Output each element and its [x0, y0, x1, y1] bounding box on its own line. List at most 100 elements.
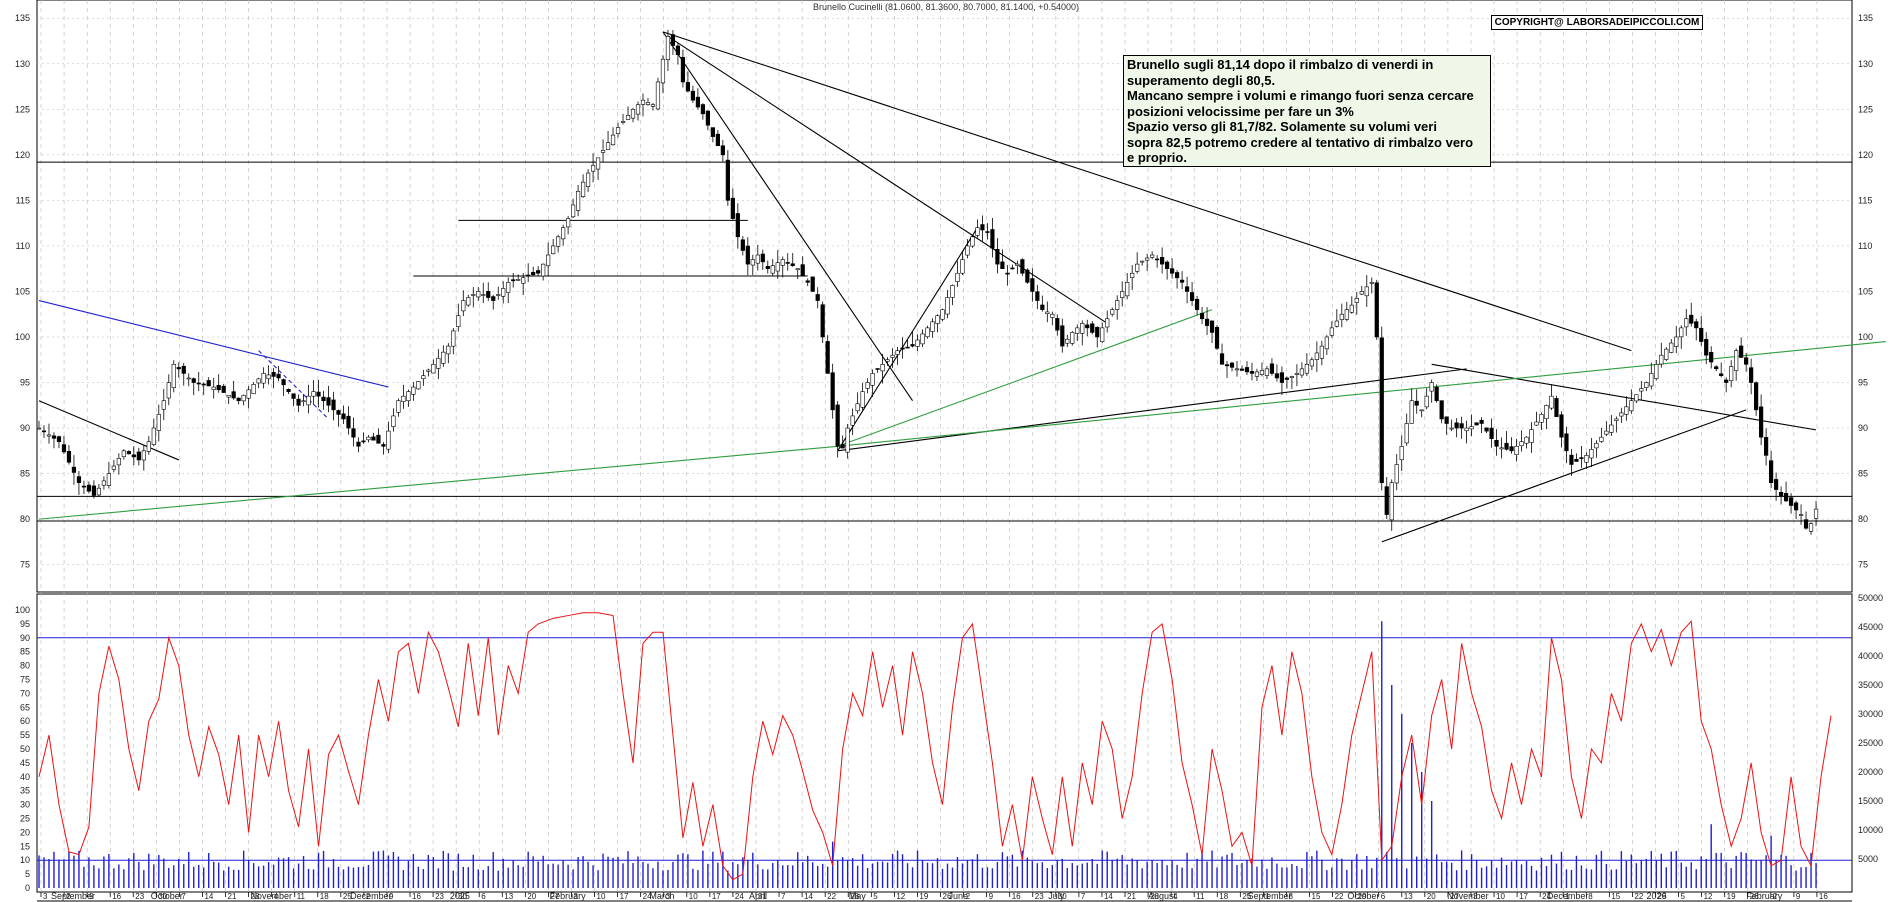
month-label: October	[1347, 891, 1379, 901]
candle-up	[1649, 373, 1654, 387]
candle-up	[1469, 426, 1474, 430]
candle-up	[1669, 342, 1674, 353]
commentary-line: Spazio verso gli 81,7/82. Solamente su v…	[1127, 119, 1437, 134]
candle-down	[1175, 272, 1180, 279]
candle-down	[381, 444, 386, 447]
candle-down	[1759, 406, 1764, 438]
candle-up	[1404, 423, 1409, 444]
price-tick-label: 100	[15, 332, 30, 342]
month-label: December	[1547, 891, 1589, 901]
candle-down	[1704, 339, 1709, 356]
day-tick-label: 22	[1634, 892, 1643, 901]
candle-down	[720, 145, 725, 156]
candle-down	[1090, 323, 1095, 333]
day-tick-label: 28	[1150, 892, 1159, 901]
candle-down	[276, 373, 281, 379]
candle-down	[181, 365, 186, 374]
day-tick-label: 2	[1773, 892, 1778, 901]
candle-up	[930, 321, 935, 332]
candle-down	[1199, 312, 1205, 320]
candle-up	[950, 285, 955, 298]
candle-up	[1599, 436, 1604, 442]
candle-down	[81, 485, 87, 488]
day-tick-label: 3	[573, 892, 578, 901]
candle-up	[1254, 371, 1260, 377]
day-tick-label: 7	[1081, 892, 1086, 901]
candle-down	[1025, 269, 1030, 283]
oscillator-line	[38, 612, 1832, 881]
trend-line-blue-dashed	[258, 350, 329, 420]
day-tick-label: 20	[1427, 892, 1436, 901]
candle-up	[965, 245, 970, 256]
candle-up	[575, 190, 581, 211]
candle-up	[521, 277, 526, 284]
candle-down	[805, 280, 810, 283]
candle-down	[236, 397, 241, 402]
candle-down	[131, 454, 136, 458]
candle-down	[1774, 479, 1779, 490]
candle-down	[1454, 422, 1459, 429]
candle-down	[221, 385, 226, 393]
day-tick-label: 14	[804, 892, 813, 901]
candle-up	[855, 403, 860, 412]
day-tick-label: 16	[1819, 892, 1828, 901]
month-label: 2026	[1647, 891, 1667, 901]
day-tick-label: 11	[297, 892, 306, 901]
candle-down	[715, 133, 720, 147]
month-label: November	[250, 891, 292, 901]
price-tick-label: 75	[1858, 560, 1868, 570]
price-panel-frame	[36, 0, 1853, 593]
candle-up	[1549, 395, 1554, 409]
candle-up	[1539, 414, 1544, 423]
price-tick-label: 135	[15, 13, 30, 23]
candle-down	[1055, 318, 1060, 331]
candle-up	[1309, 359, 1314, 367]
candle-down	[136, 451, 141, 461]
candle-down	[1778, 491, 1784, 497]
candle-down	[785, 262, 790, 264]
candle-down	[86, 484, 92, 492]
candle-up	[46, 434, 52, 437]
candle-down	[1000, 261, 1005, 269]
candle-up	[780, 259, 785, 266]
price-tick-label: 110	[16, 241, 30, 251]
candle-up	[625, 115, 631, 120]
price-tick-label: 80	[1858, 514, 1868, 524]
candle-up	[600, 149, 606, 153]
candle-down	[1739, 345, 1744, 358]
oscillator-tick-label: 60	[20, 716, 30, 726]
price-tick-label: 80	[20, 514, 30, 524]
candle-up	[1808, 523, 1814, 532]
candle-down	[336, 410, 341, 415]
trend-line-black	[662, 31, 913, 402]
day-tick-label: 16	[412, 892, 421, 901]
price-tick-label: 115	[1858, 195, 1872, 205]
day-tick-label: 10	[689, 892, 698, 901]
candle-up	[620, 121, 626, 123]
candle-up	[451, 330, 456, 347]
candle-up	[1659, 354, 1664, 365]
day-tick-label: 25	[343, 892, 352, 901]
candle-down	[905, 346, 910, 349]
candle-up	[36, 427, 42, 430]
day-tick-label: 30	[458, 892, 467, 901]
candle-down	[1494, 440, 1499, 447]
oscillator-tick-label: 35	[20, 786, 30, 796]
day-tick-label: 16	[1012, 892, 1021, 901]
day-tick-label: 30	[1058, 892, 1067, 901]
candle-up	[1304, 364, 1309, 374]
candle-up	[146, 441, 151, 452]
candle-up	[436, 357, 441, 369]
candle-up	[421, 375, 426, 380]
oscillator-tick-label: 85	[20, 647, 30, 657]
candle-down	[1554, 398, 1559, 417]
candle-down	[491, 296, 496, 301]
price-tick-label: 90	[20, 423, 30, 433]
candle-up	[1464, 427, 1469, 432]
candle-down	[126, 451, 131, 455]
candle-up	[1529, 429, 1534, 443]
oscillator-tick-label: 100	[15, 605, 30, 615]
candle-up	[1499, 447, 1504, 450]
day-tick-label: 16	[112, 892, 121, 901]
